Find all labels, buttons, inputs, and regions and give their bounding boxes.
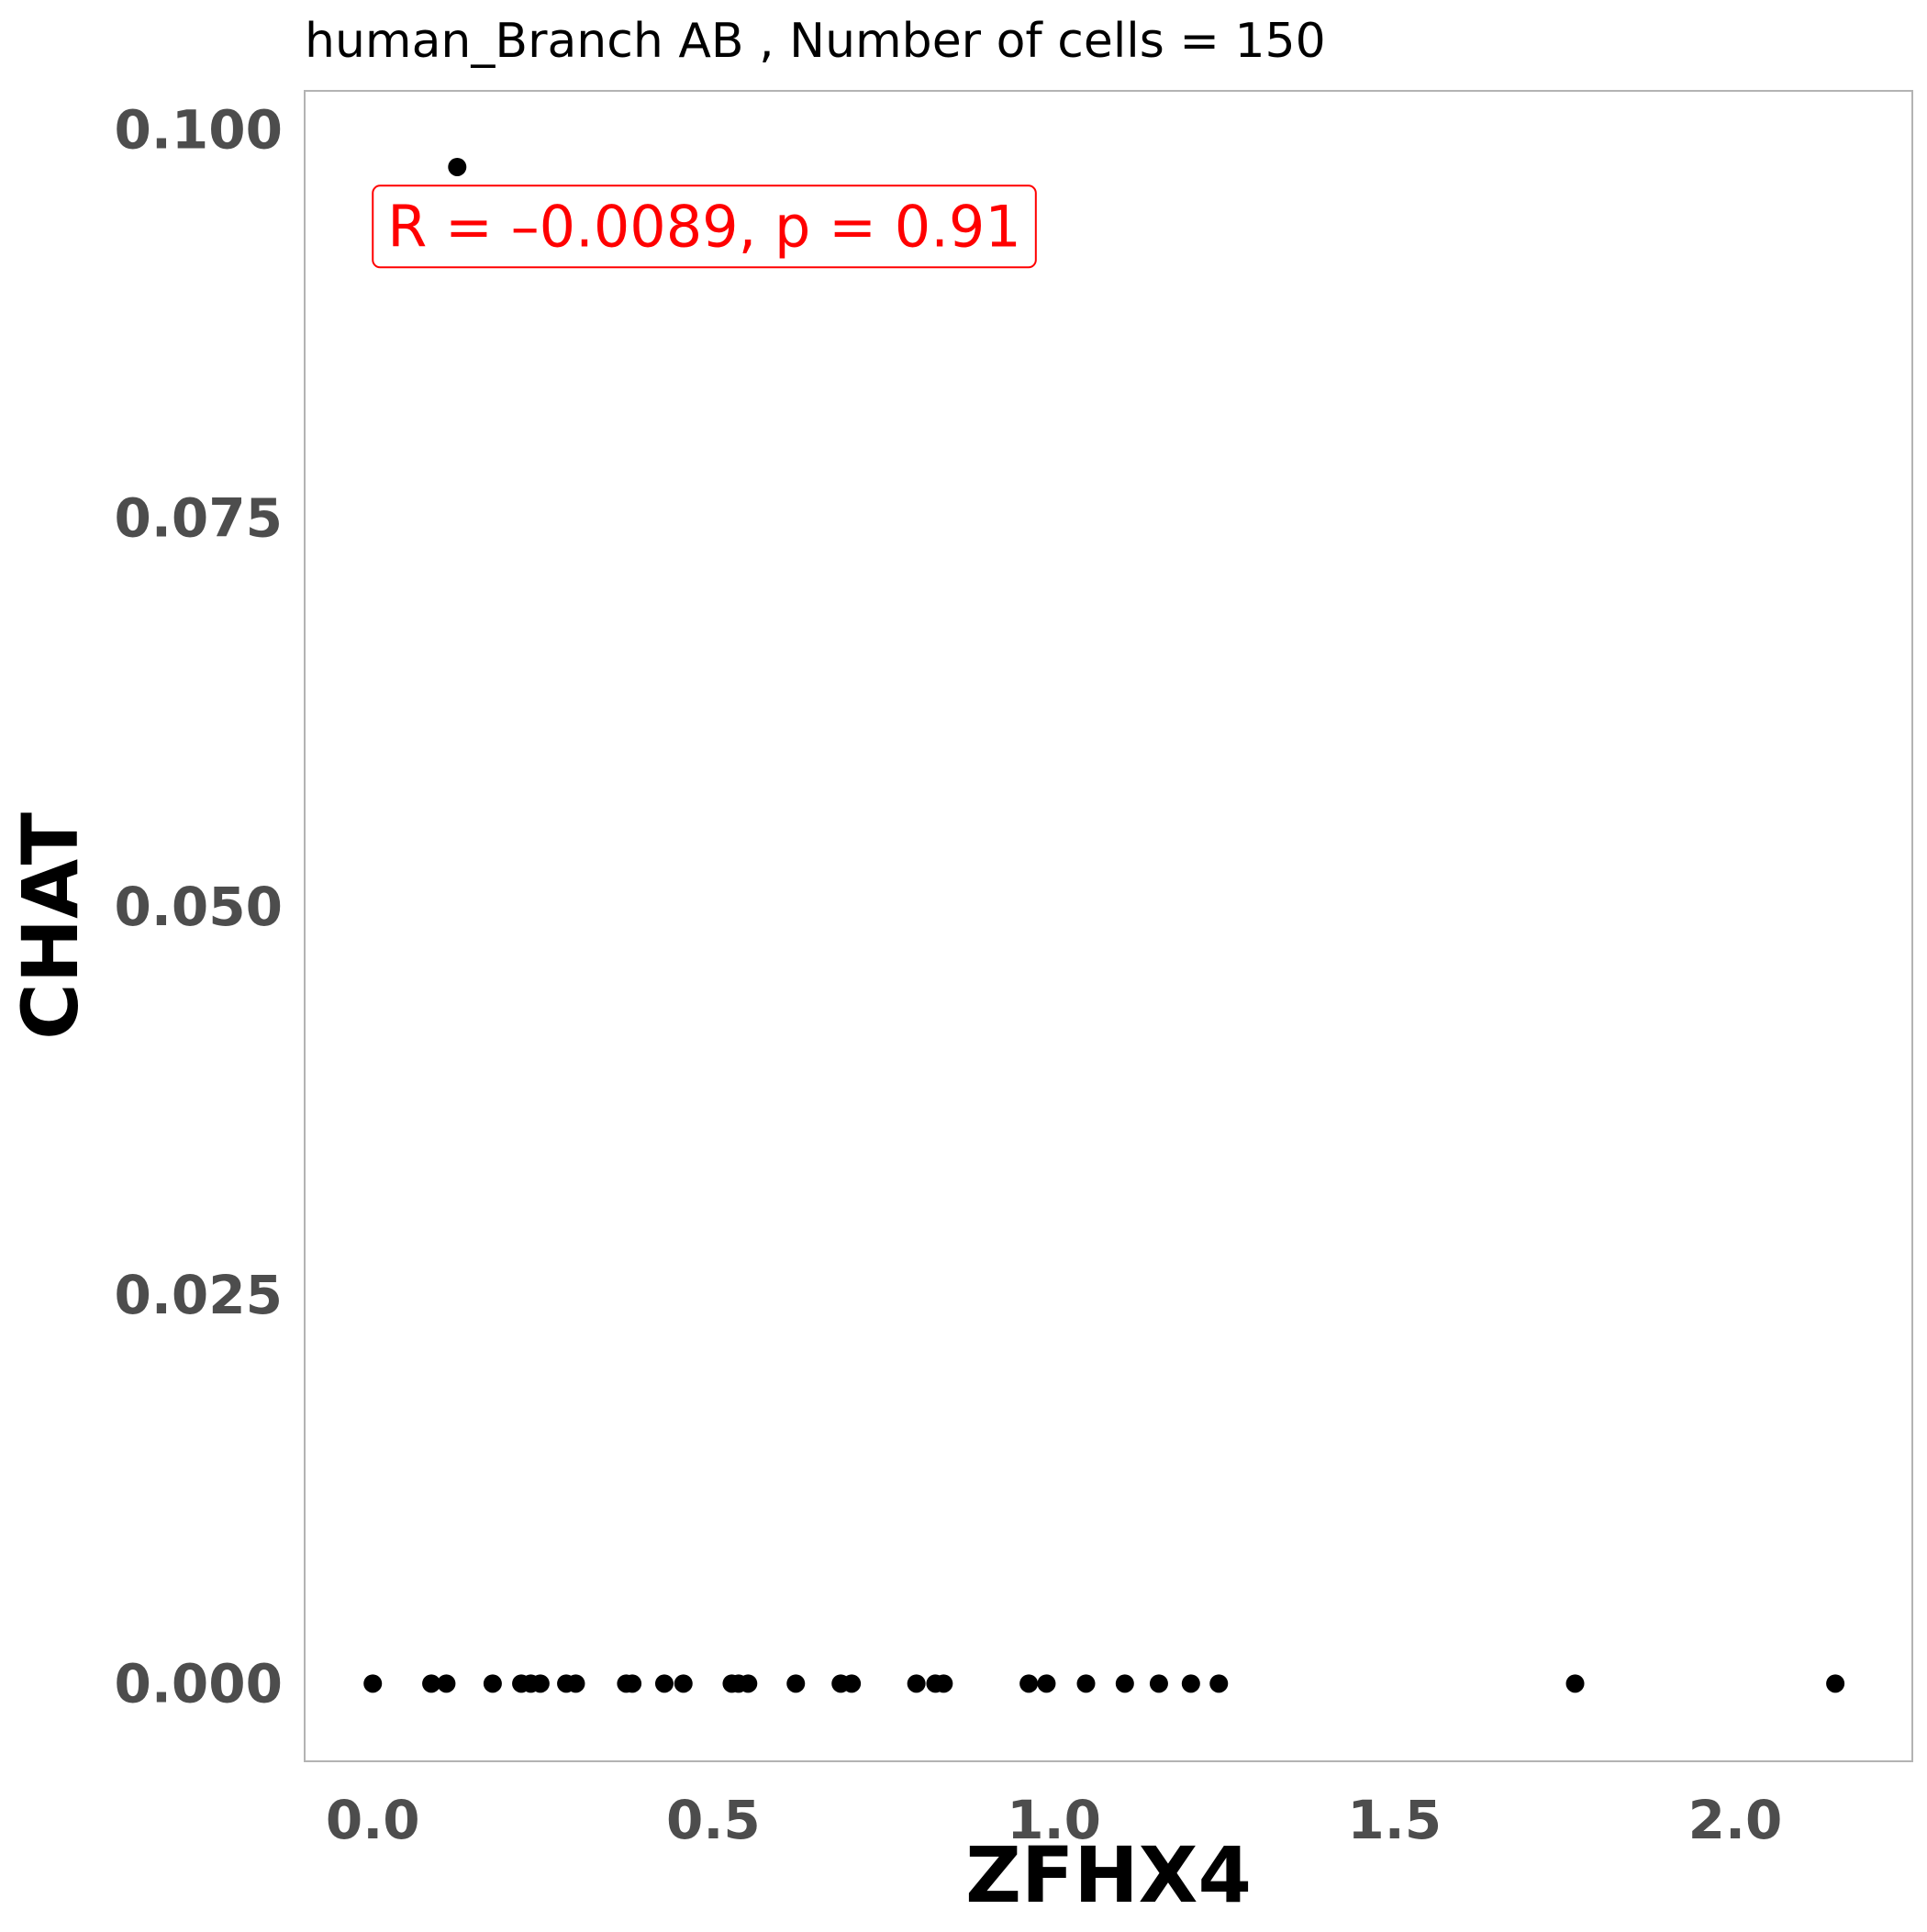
data-point (907, 1674, 926, 1693)
data-points (363, 157, 1845, 1693)
y-axis-label: CHAT (6, 812, 95, 1040)
data-point (566, 1674, 585, 1693)
data-point (1826, 1674, 1845, 1693)
data-point (1019, 1674, 1039, 1693)
data-point (437, 1674, 456, 1693)
x-tick-label: 1.0 (1007, 1789, 1101, 1851)
data-point (842, 1674, 862, 1693)
data-point (1181, 1674, 1200, 1693)
data-point (1037, 1674, 1056, 1693)
x-tick-label: 2.0 (1688, 1789, 1783, 1851)
correlation-annotation-text: R = –0.0089, p = 0.91 (387, 193, 1021, 260)
data-point (786, 1674, 806, 1693)
x-axis-ticks: 0.0 0.5 1.0 1.5 2.0 (326, 1789, 1782, 1851)
data-point (530, 1674, 550, 1693)
data-point (1076, 1674, 1096, 1693)
plot-panel (304, 90, 1913, 1762)
correlation-annotation-box (372, 184, 1037, 269)
data-point (1209, 1674, 1229, 1693)
data-point (739, 1674, 758, 1693)
x-tick-label: 0.0 (326, 1789, 420, 1851)
data-point (654, 1674, 674, 1693)
x-tick-label: 1.5 (1347, 1789, 1442, 1851)
y-axis-ticks: 0.000 0.025 0.050 0.075 0.100 (115, 98, 283, 1714)
data-point (934, 1674, 953, 1693)
data-point (483, 1674, 502, 1693)
data-point (448, 157, 467, 176)
y-tick-label: 0.075 (115, 487, 283, 550)
data-point (422, 1674, 441, 1693)
y-tick-label: 0.050 (115, 876, 283, 938)
data-point (1565, 1674, 1585, 1693)
data-point (674, 1674, 693, 1693)
data-point (363, 1674, 383, 1693)
data-point (1149, 1674, 1168, 1693)
y-tick-label: 0.025 (115, 1264, 283, 1326)
data-point (623, 1674, 642, 1693)
chart-title: human_Branch AB , Number of cells = 150 (305, 14, 1326, 69)
correlation-annotation: R = –0.0089, p = 0.91 (372, 184, 1037, 269)
x-axis-label: ZFHX4 (965, 1830, 1252, 1920)
x-tick-label: 0.5 (666, 1789, 761, 1851)
y-tick-label: 0.100 (115, 98, 283, 161)
y-tick-label: 0.000 (115, 1652, 283, 1714)
data-point (1115, 1674, 1134, 1693)
